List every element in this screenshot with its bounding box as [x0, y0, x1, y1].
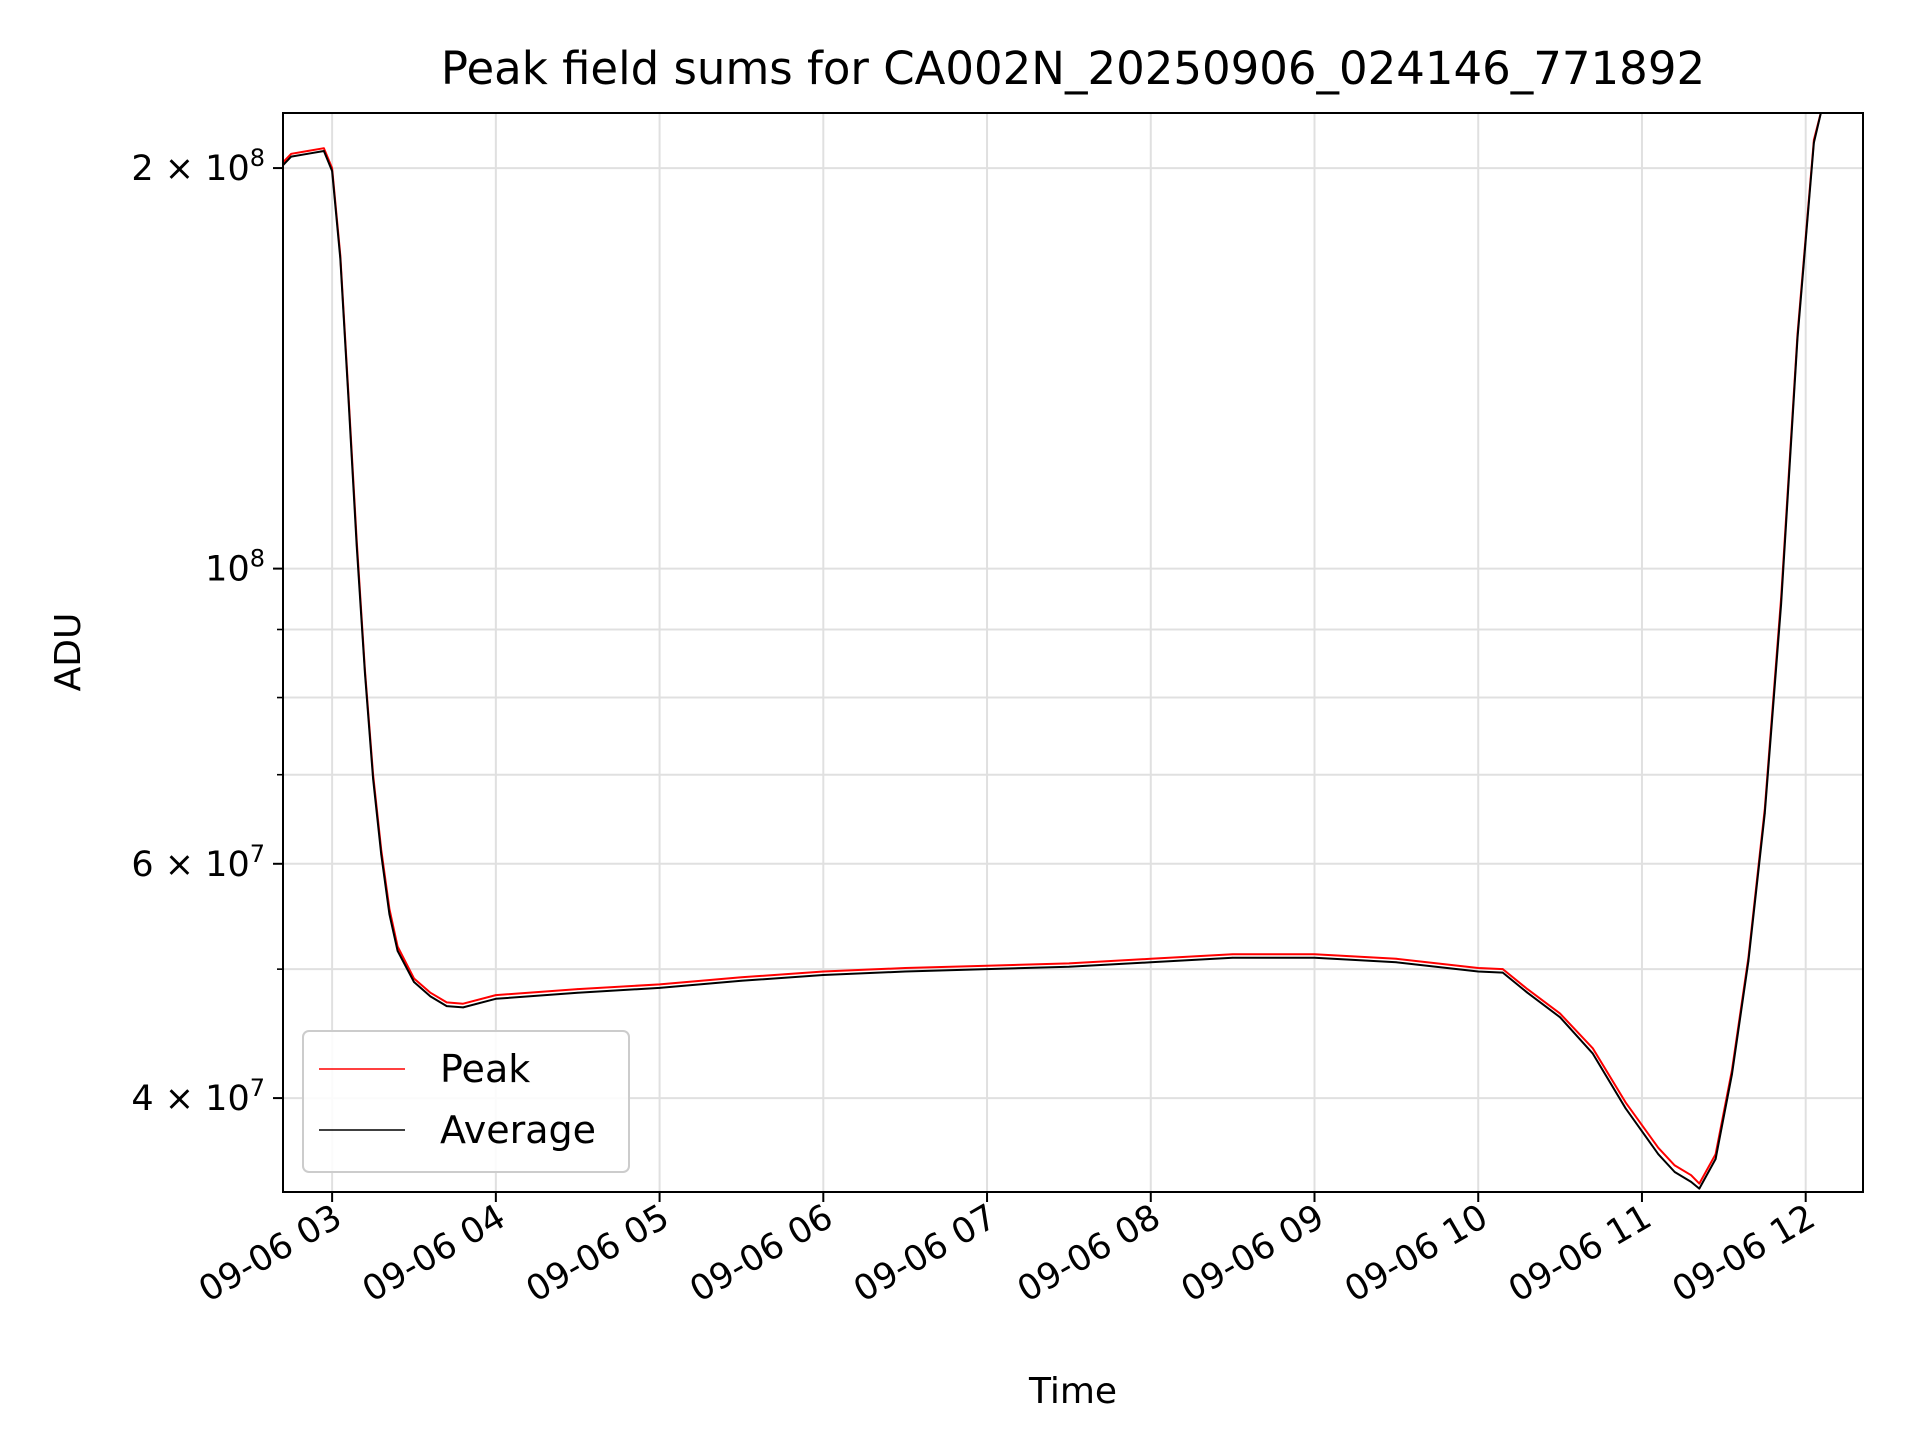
data-point-average [986, 968, 988, 970]
chart-title: Peak field sums for CA002N_20250906_0241… [441, 42, 1705, 95]
data-point-average [1714, 1158, 1717, 1160]
data-point-average [904, 970, 906, 973]
data-point-average [388, 913, 391, 915]
data-point-average [331, 170, 333, 172]
data-point-peak [1150, 958, 1152, 960]
data-point-peak [1698, 1182, 1701, 1185]
data-point-peak [306, 150, 309, 152]
data-point-average [1780, 603, 1782, 606]
data-point-peak [1657, 1147, 1660, 1149]
data-point-peak [1690, 1174, 1692, 1176]
data-point-average [1313, 956, 1316, 959]
data-point-average [1592, 1052, 1594, 1055]
data-point-peak [1624, 1101, 1627, 1104]
data-point-peak [413, 977, 415, 980]
data-point-average [1698, 1187, 1701, 1190]
plot-frame [282, 112, 1864, 1193]
data-point-average [306, 153, 309, 155]
data-point-average [1764, 812, 1766, 814]
data-point-average [355, 545, 358, 547]
data-point-average [495, 998, 497, 1000]
data-point-average [1673, 1171, 1676, 1173]
data-point-average [396, 950, 399, 952]
data-point-average [1526, 991, 1529, 994]
data-point-average [1796, 337, 1799, 340]
data-point-average [380, 853, 383, 855]
data-point-average [1395, 961, 1398, 964]
series-line-average [283, 113, 1822, 1190]
y-tick-label: 4 × 107 [131, 1074, 265, 1119]
data-point-average [658, 987, 661, 989]
legend-label-peak: Peak [440, 1047, 530, 1091]
data-point-peak [429, 991, 432, 994]
data-point-average [1150, 961, 1152, 964]
data-point-average [1747, 960, 1750, 962]
data-point-average [372, 778, 374, 780]
data-point-peak [740, 976, 743, 979]
data-point-average [1813, 141, 1815, 144]
data-point-peak [1526, 988, 1529, 990]
legend: Peak Average [302, 1030, 630, 1173]
data-point-peak [1313, 953, 1316, 956]
data-point-average [1477, 970, 1479, 973]
data-point-peak [462, 1002, 464, 1005]
data-point-average [290, 155, 293, 158]
data-point-average [576, 991, 579, 994]
data-point-peak [1068, 962, 1070, 965]
data-point-average [1731, 1073, 1733, 1075]
data-point-average [740, 980, 743, 982]
y-axis-label: ADU [48, 613, 89, 692]
y-axis: 4 × 107 6 × 107 108 2 × 108 [131, 144, 283, 1119]
data-point-peak [1502, 968, 1504, 970]
data-point-peak [1673, 1164, 1676, 1167]
y-tick-label: 2 × 108 [131, 144, 265, 189]
data-point-peak [822, 970, 825, 973]
data-point-average [822, 974, 825, 976]
data-point-peak [658, 983, 661, 986]
data-point-average [1502, 971, 1504, 974]
grid-lines [283, 113, 1863, 1192]
data-point-average [347, 398, 350, 401]
data-point-peak [1231, 953, 1234, 956]
data-point-peak [445, 1001, 448, 1004]
x-axis-label: Time [1028, 1371, 1117, 1412]
data-point-peak [1477, 967, 1479, 969]
data-point-peak [323, 147, 325, 149]
data-point-peak [576, 988, 579, 990]
data-point-average [339, 257, 342, 260]
data-point-peak [290, 153, 293, 155]
data-point-peak [495, 994, 497, 996]
data-point-peak [1395, 958, 1398, 960]
y-tick-label: 6 × 107 [131, 840, 265, 885]
data-point-average [413, 981, 415, 983]
data-point-peak [986, 964, 988, 967]
data-point-average [364, 672, 366, 674]
data-point-peak [904, 967, 906, 969]
data-point-average [445, 1005, 448, 1007]
data-point-peak [1559, 1012, 1561, 1015]
series-layer [283, 113, 1822, 1190]
data-point-average [323, 150, 325, 152]
y-tick-label: 108 [205, 545, 265, 590]
data-point-average [462, 1006, 464, 1009]
data-point-average [1559, 1016, 1561, 1019]
data-point-average [429, 995, 432, 998]
data-point-average [1231, 956, 1234, 959]
data-point-average [1624, 1107, 1627, 1110]
legend-label-average: Average [440, 1108, 596, 1152]
data-point-average [1690, 1181, 1692, 1183]
legend-box [302, 1030, 630, 1173]
data-point-average [1068, 966, 1070, 968]
data-point-peak [1592, 1047, 1594, 1050]
data-point-average [1657, 1153, 1660, 1155]
